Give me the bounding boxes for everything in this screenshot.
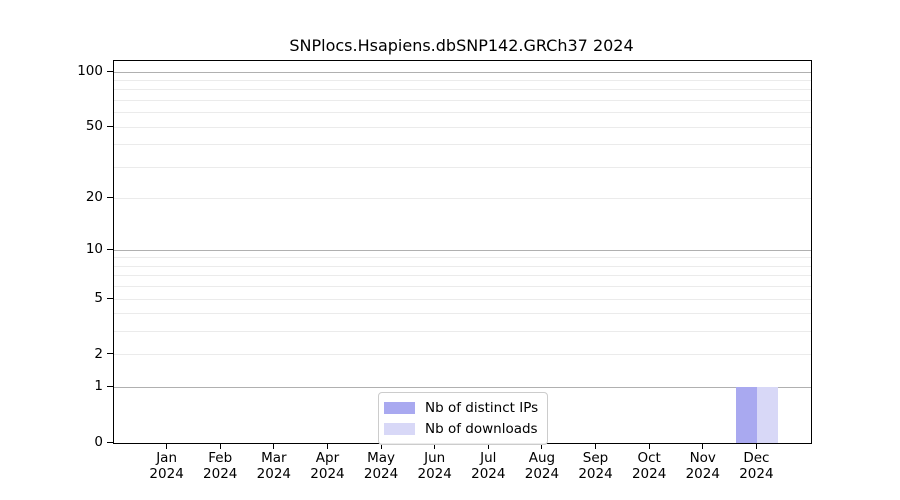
x-tick-mark	[702, 443, 704, 449]
x-tick-month: Apr	[315, 450, 340, 466]
x-tick-year: 2024	[631, 466, 667, 482]
x-tick-mark	[487, 443, 489, 449]
x-tick-month: Sep	[582, 450, 609, 466]
gridline-minor	[114, 126, 811, 128]
x-tick-mark	[219, 443, 221, 449]
y-tick-label: 1	[94, 378, 103, 395]
gridline-minor	[114, 144, 811, 146]
legend: Nb of distinct IPs Nb of downloads	[378, 392, 549, 445]
x-tick-year: 2024	[203, 466, 238, 482]
x-tick-label: Sep 2024	[556, 450, 636, 482]
x-tick-month: Feb	[208, 450, 233, 466]
x-tick-year: 2024	[310, 466, 345, 482]
y-tick-mark	[107, 297, 113, 299]
gridline-minor	[114, 89, 811, 91]
gridline-minor	[114, 257, 811, 259]
x-tick-year: 2024	[471, 466, 506, 482]
x-tick-label: Jan 2024	[127, 450, 207, 482]
x-tick-mark	[166, 443, 168, 449]
x-tick-label: Aug 2024	[502, 450, 582, 482]
y-tick-mark	[107, 196, 113, 198]
x-tick-month: Nov	[689, 450, 716, 466]
x-tick-label: Apr 2024	[287, 450, 367, 482]
x-tick-mark	[380, 443, 382, 449]
gridline-minor	[114, 112, 811, 114]
y-tick-mark	[107, 385, 113, 387]
x-tick-label: Dec 2024	[716, 450, 796, 482]
x-tick-label: Jul 2024	[448, 450, 528, 482]
legend-label-downloads: Nb of downloads	[425, 420, 538, 437]
y-tick-label: 10	[85, 241, 103, 258]
x-tick-year: 2024	[256, 466, 292, 482]
gridline-minor	[114, 313, 811, 315]
plot-area	[113, 60, 812, 444]
x-tick-label: May 2024	[341, 450, 421, 482]
x-tick-mark	[326, 443, 328, 449]
x-tick-label: Nov 2024	[663, 450, 743, 482]
x-tick-label: Jun 2024	[395, 450, 475, 482]
gridline-minor	[114, 265, 811, 267]
gridline-major	[114, 71, 811, 73]
x-tick-mark	[541, 443, 543, 449]
gridline-minor	[114, 197, 811, 199]
gridline-minor	[114, 166, 811, 168]
y-tick-mark	[107, 125, 113, 127]
legend-label-distinct-ips: Nb of distinct IPs	[425, 399, 539, 416]
y-tick-label: 50	[85, 118, 103, 135]
gridline-minor	[114, 275, 811, 277]
x-tick-mark	[434, 443, 436, 449]
y-tick-mark	[107, 248, 113, 250]
legend-item-downloads: Nb of downloads	[384, 418, 538, 439]
legend-item-distinct-ips: Nb of distinct IPs	[384, 397, 538, 418]
gridline-major	[114, 249, 811, 251]
x-tick-year: 2024	[685, 466, 720, 482]
x-tick-month: Oct	[637, 450, 661, 466]
x-tick-year: 2024	[524, 466, 560, 482]
y-tick-mark	[107, 353, 113, 355]
legend-swatch-distinct-ips-icon	[384, 401, 415, 414]
gridline-minor	[114, 331, 811, 333]
x-tick-year: 2024	[149, 466, 184, 482]
x-tick-month: May	[367, 450, 396, 466]
x-tick-mark	[595, 443, 597, 449]
x-tick-mark	[273, 443, 275, 449]
bar-downloads	[757, 387, 779, 443]
gridline-minor	[114, 298, 811, 300]
gridline-minor	[114, 286, 811, 288]
x-tick-month: Jan	[156, 450, 178, 466]
x-tick-month: Mar	[261, 450, 287, 466]
x-tick-label: Feb 2024	[180, 450, 260, 482]
y-tick-label: 20	[85, 189, 103, 206]
x-tick-label: Oct 2024	[609, 450, 689, 482]
gridline-minor	[114, 99, 811, 101]
y-tick-label: 100	[77, 63, 103, 80]
x-tick-mark	[755, 443, 757, 449]
gridline-minor	[114, 354, 811, 356]
bar-distinct-ips	[736, 387, 758, 443]
x-tick-month: Jul	[480, 450, 497, 466]
y-tick-mark	[107, 441, 113, 443]
x-tick-month: Jun	[424, 450, 446, 466]
x-tick-year: 2024	[417, 466, 452, 482]
gridline-major	[114, 386, 811, 388]
x-tick-year: 2024	[739, 466, 774, 482]
legend-swatch-downloads-icon	[384, 422, 415, 435]
x-tick-month: Dec	[743, 450, 770, 466]
y-tick-label: 5	[94, 290, 103, 306]
x-tick-mark	[648, 443, 650, 449]
y-tick-mark	[107, 70, 113, 72]
x-tick-month: Aug	[528, 450, 556, 466]
y-tick-label: 0	[94, 434, 103, 450]
gridline-minor	[114, 80, 811, 81]
x-tick-year: 2024	[578, 466, 613, 482]
x-tick-label: Mar 2024	[234, 450, 314, 482]
y-tick-label: 2	[94, 345, 103, 362]
chart-title: SNPlocs.Hsapiens.dbSNP142.GRCh37 2024	[289, 36, 634, 55]
x-tick-year: 2024	[363, 466, 399, 482]
